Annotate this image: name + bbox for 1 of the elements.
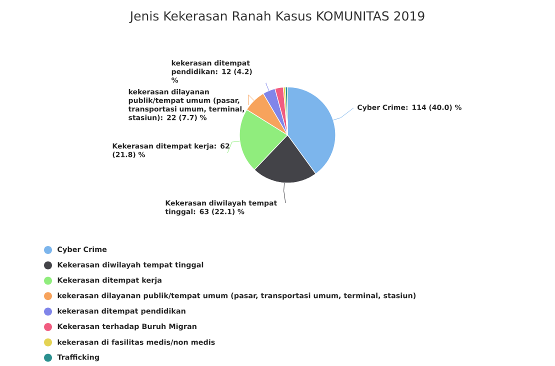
chart-title: Jenis Kekerasan Ranah Kasus KOMUNITAS 2019 [129,10,424,23]
